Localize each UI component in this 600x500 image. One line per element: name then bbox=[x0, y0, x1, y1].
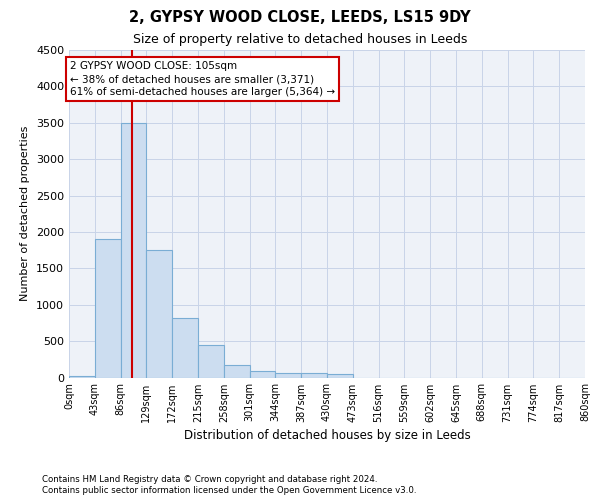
Y-axis label: Number of detached properties: Number of detached properties bbox=[20, 126, 31, 302]
Bar bbox=[69, 376, 95, 378]
Bar bbox=[250, 370, 275, 378]
Text: Size of property relative to detached houses in Leeds: Size of property relative to detached ho… bbox=[133, 32, 467, 46]
Text: 2 GYPSY WOOD CLOSE: 105sqm
← 38% of detached houses are smaller (3,371)
61% of s: 2 GYPSY WOOD CLOSE: 105sqm ← 38% of deta… bbox=[70, 61, 335, 98]
Text: 2, GYPSY WOOD CLOSE, LEEDS, LS15 9DY: 2, GYPSY WOOD CLOSE, LEEDS, LS15 9DY bbox=[129, 10, 471, 25]
Text: Contains public sector information licensed under the Open Government Licence v3: Contains public sector information licen… bbox=[42, 486, 416, 495]
Bar bbox=[327, 374, 353, 378]
X-axis label: Distribution of detached houses by size in Leeds: Distribution of detached houses by size … bbox=[184, 428, 470, 442]
Bar bbox=[224, 366, 250, 378]
Bar bbox=[172, 318, 198, 378]
Text: Contains HM Land Registry data © Crown copyright and database right 2024.: Contains HM Land Registry data © Crown c… bbox=[42, 475, 377, 484]
Bar bbox=[301, 374, 327, 378]
Bar bbox=[95, 239, 121, 378]
Bar bbox=[275, 373, 301, 378]
Bar bbox=[146, 250, 172, 378]
Bar bbox=[198, 345, 224, 378]
Bar bbox=[121, 123, 146, 378]
